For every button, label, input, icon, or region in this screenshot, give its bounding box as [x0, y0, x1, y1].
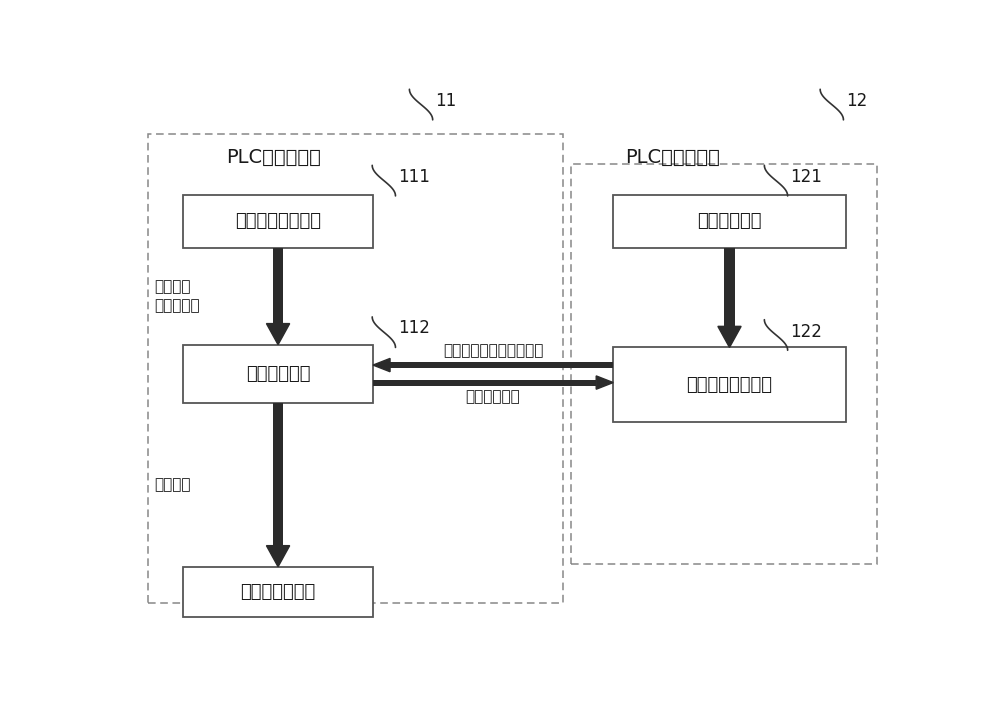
Text: PLC计算子系统: PLC计算子系统	[625, 148, 720, 167]
Text: 可信策略
下发或更新: 可信策略 下发或更新	[154, 279, 200, 314]
Text: 任务创建模块: 任务创建模块	[697, 212, 762, 230]
Text: 可信策略管理模块: 可信策略管理模块	[235, 212, 321, 230]
Bar	[613, 348, 846, 423]
Text: PLC可信子系统: PLC可信子系统	[226, 148, 321, 167]
Text: 动态度量模块: 动态度量模块	[246, 365, 310, 383]
Bar	[613, 195, 846, 247]
Bar	[273, 403, 283, 546]
Text: 121: 121	[790, 169, 822, 187]
Polygon shape	[373, 358, 390, 372]
Text: 111: 111	[398, 169, 430, 187]
Polygon shape	[718, 327, 741, 348]
Bar	[571, 164, 877, 564]
Text: 11: 11	[435, 92, 456, 110]
Polygon shape	[596, 376, 613, 389]
Bar	[390, 362, 613, 368]
Bar	[724, 247, 735, 327]
Bar	[273, 247, 283, 324]
Text: 被创建任务的四元组参数: 被创建任务的四元组参数	[443, 343, 543, 358]
Polygon shape	[266, 324, 290, 345]
Polygon shape	[266, 546, 290, 567]
Bar	[183, 567, 373, 616]
Text: 112: 112	[398, 319, 430, 337]
Text: 第三方审计平台: 第三方审计平台	[240, 583, 316, 601]
Text: 系统任务钉子模块: 系统任务钉子模块	[686, 376, 772, 394]
Text: 122: 122	[790, 323, 822, 341]
Bar	[183, 345, 373, 403]
Text: 12: 12	[846, 92, 867, 110]
Text: 审计数据: 审计数据	[154, 477, 191, 492]
Bar	[183, 195, 373, 247]
Bar	[148, 133, 563, 603]
Text: 任务控制指令: 任务控制指令	[466, 389, 520, 404]
Bar	[373, 379, 596, 386]
